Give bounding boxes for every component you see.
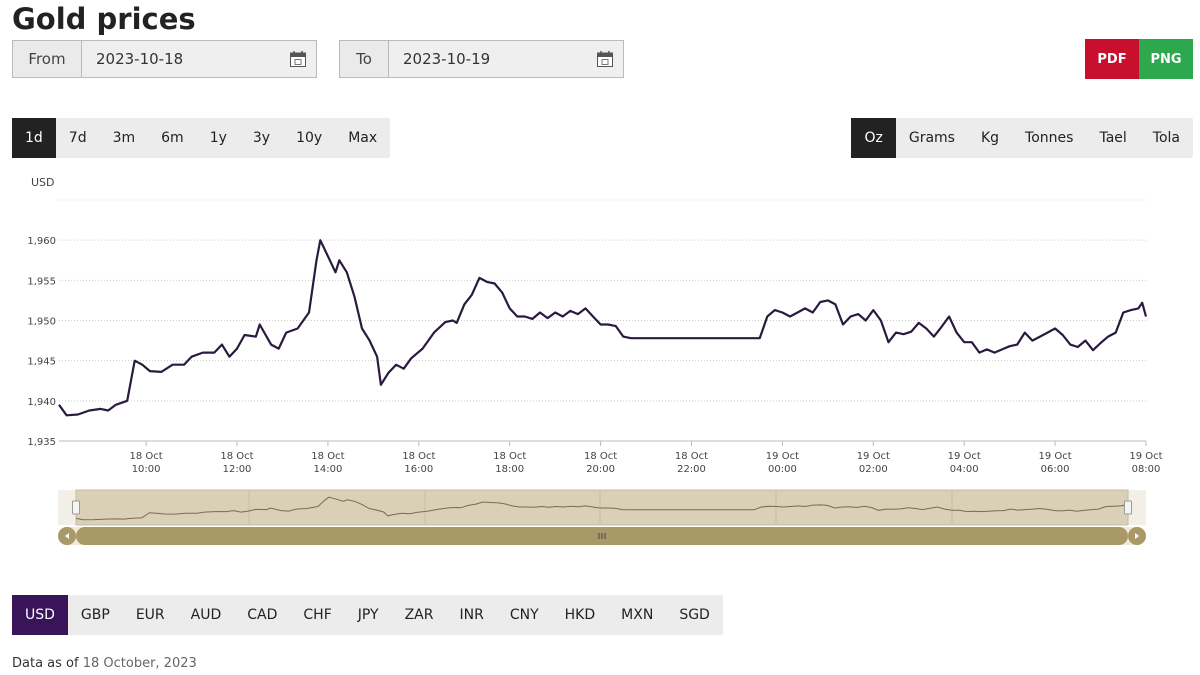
x-tick-day: 18 Oct (675, 451, 708, 462)
range-button[interactable]: 1d (12, 118, 56, 158)
currency-button[interactable]: USD (12, 595, 68, 635)
unit-buttons: Oz Grams Kg Tonnes Tael Tola (851, 118, 1193, 158)
y-tick-label: 1,935 (27, 437, 56, 448)
x-tick-time: 02:00 (859, 464, 888, 475)
x-tick-time: 04:00 (950, 464, 979, 475)
footer-prefix: Data as of (12, 656, 79, 671)
export-buttons: PDF PNG (1085, 39, 1193, 79)
x-tick-day: 18 Oct (584, 451, 617, 462)
currency-button[interactable]: INR (459, 607, 484, 623)
y-tick-label: 1,955 (27, 276, 56, 287)
x-tick-time: 00:00 (768, 464, 797, 475)
y-tick-label: 1,945 (27, 357, 56, 368)
chart: USD 1,935 1,940 1,945 1,950 1,955 1,960 18 Oct… (27, 176, 1163, 545)
x-tick-time: 12:00 (223, 464, 252, 475)
currency-button[interactable]: JPY (357, 607, 379, 623)
price-line (58, 239, 1148, 417)
footer: Data as of 18 October, 2023 (12, 656, 197, 671)
currency-button[interactable]: SGD (679, 607, 710, 623)
x-tick-time: 22:00 (677, 464, 706, 475)
x-tick-time: 18:00 (495, 464, 524, 475)
calendar-icon[interactable] (587, 41, 623, 77)
unit-button[interactable]: Oz (851, 118, 896, 158)
unit-button[interactable]: Tola (1152, 130, 1180, 146)
to-label: To (340, 41, 389, 77)
x-tick-day: 19 Oct (857, 451, 890, 462)
page-title: Gold prices (12, 2, 196, 36)
currency-button[interactable]: CHF (303, 607, 332, 623)
scroll-arrow-left (65, 533, 69, 539)
range-button[interactable]: 10y (296, 130, 323, 146)
x-tick-day: 18 Oct (220, 451, 253, 462)
currency-buttons: USD GBP EUR AUD CAD CHF JPY ZAR INR CNY HKD MXN SGD (12, 595, 723, 635)
navigator-handle (72, 500, 80, 515)
x-tick-time: 14:00 (313, 464, 342, 475)
export-button[interactable]: PNG (1139, 39, 1193, 79)
x-tick-day: 18 Oct (311, 451, 344, 462)
to-field[interactable]: To 2023-10-19 (339, 40, 624, 78)
from-label: From (13, 41, 82, 77)
x-tick-day: 18 Oct (130, 451, 163, 462)
unit-button[interactable]: Tael (1099, 130, 1127, 146)
from-value[interactable]: 2023-10-18 (82, 41, 280, 77)
footer-date: 18 October, 2023 (82, 656, 197, 671)
range-button[interactable]: 3m (112, 130, 136, 146)
calendar-icon[interactable] (280, 41, 316, 77)
currency-button[interactable]: CNY (509, 607, 539, 623)
range-buttons: 1d 7d 3m 6m 1y 3y 10y Max (12, 118, 391, 158)
navigator-line (75, 496, 1129, 521)
currency-button[interactable]: CAD (247, 607, 278, 623)
navigator-handle (1124, 500, 1132, 515)
y-tick-label: 1,960 (27, 236, 56, 247)
x-tick-day: 19 Oct (948, 451, 981, 462)
x-tick-day: 18 Oct (402, 451, 435, 462)
currency-button[interactable]: AUD (190, 607, 222, 623)
x-tick-day: 19 Oct (1038, 451, 1071, 462)
calendar-glyph (597, 51, 613, 67)
x-tick-time: 16:00 (404, 464, 433, 475)
unit-button[interactable]: Grams (908, 130, 955, 146)
range-button[interactable]: Max (348, 130, 378, 146)
currency-button[interactable]: ZAR (404, 607, 434, 623)
range-button[interactable]: 6m (161, 130, 184, 146)
currency-button[interactable]: MXN (621, 607, 654, 623)
unit-button[interactable]: Tonnes (1025, 130, 1074, 146)
range-button[interactable]: 3y (252, 130, 271, 146)
x-tick-day: 19 Oct (766, 451, 799, 462)
y-axis-label: USD (31, 176, 55, 189)
x-tick-time: 10:00 (132, 464, 161, 475)
currency-button[interactable]: GBP (80, 607, 110, 623)
currency-button[interactable]: HKD (564, 607, 596, 623)
x-tick-time: 08:00 (1132, 464, 1161, 475)
range-button[interactable]: 7d (68, 130, 87, 146)
y-tick-label: 1,940 (27, 397, 56, 408)
unit-button[interactable]: Kg (980, 130, 1000, 146)
from-field[interactable]: From 2023-10-18 (12, 40, 317, 78)
scroll-arrow-right (1135, 533, 1139, 539)
x-tick-time: 06:00 (1041, 464, 1070, 475)
calendar-glyph (290, 51, 306, 67)
x-tick-day: 19 Oct (1129, 451, 1162, 462)
currency-button[interactable]: EUR (135, 607, 165, 623)
x-tick-time: 20:00 (586, 464, 615, 475)
x-tick-day: 18 Oct (493, 451, 526, 462)
range-button[interactable]: 1y (209, 130, 227, 146)
export-button[interactable]: PDF (1085, 39, 1139, 79)
to-value[interactable]: 2023-10-19 (389, 41, 587, 77)
y-tick-label: 1,950 (27, 317, 56, 328)
